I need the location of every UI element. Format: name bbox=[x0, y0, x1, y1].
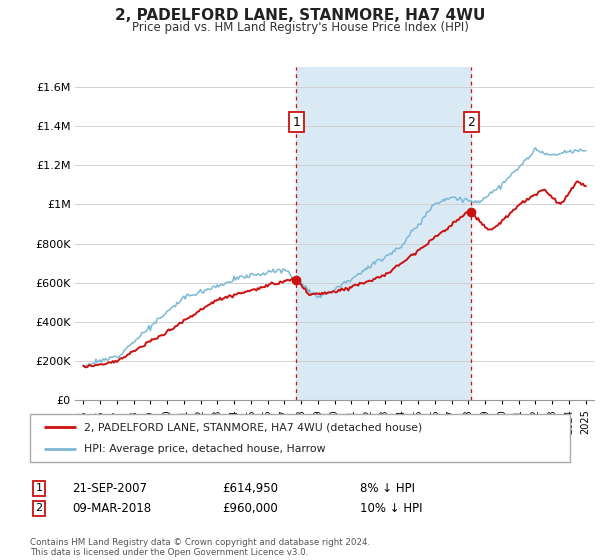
Text: 2, PADELFORD LANE, STANMORE, HA7 4WU (detached house): 2, PADELFORD LANE, STANMORE, HA7 4WU (de… bbox=[84, 422, 422, 432]
Bar bbox=[296, 67, 472, 400]
Text: 1: 1 bbox=[293, 115, 301, 129]
Text: £960,000: £960,000 bbox=[222, 502, 278, 515]
Text: 2: 2 bbox=[35, 503, 43, 514]
Text: 1: 1 bbox=[35, 483, 43, 493]
Text: 21-SEP-2007: 21-SEP-2007 bbox=[72, 482, 147, 495]
Text: 10% ↓ HPI: 10% ↓ HPI bbox=[360, 502, 422, 515]
Text: 2, PADELFORD LANE, STANMORE, HA7 4WU: 2, PADELFORD LANE, STANMORE, HA7 4WU bbox=[115, 8, 485, 24]
Text: HPI: Average price, detached house, Harrow: HPI: Average price, detached house, Harr… bbox=[84, 444, 325, 454]
FancyBboxPatch shape bbox=[30, 414, 570, 462]
Text: 09-MAR-2018: 09-MAR-2018 bbox=[72, 502, 151, 515]
Text: £614,950: £614,950 bbox=[222, 482, 278, 495]
Text: Price paid vs. HM Land Registry's House Price Index (HPI): Price paid vs. HM Land Registry's House … bbox=[131, 21, 469, 34]
Text: 2: 2 bbox=[467, 115, 475, 129]
Text: 8% ↓ HPI: 8% ↓ HPI bbox=[360, 482, 415, 495]
Text: Contains HM Land Registry data © Crown copyright and database right 2024.
This d: Contains HM Land Registry data © Crown c… bbox=[30, 538, 370, 557]
